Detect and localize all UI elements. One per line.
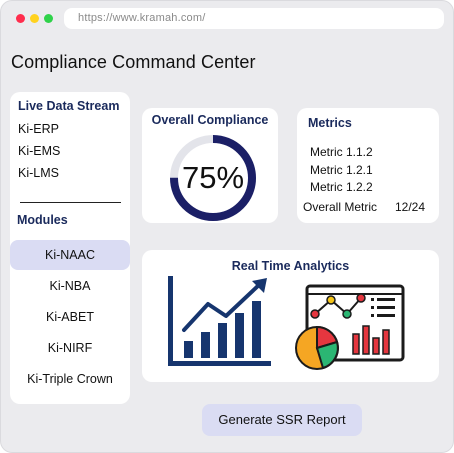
module-item-nirf[interactable]: Ki-NIRF [47,341,93,355]
live-data-stream-heading: Live Data Stream [18,99,120,113]
overall-metric-label: Overall Metric [303,200,378,214]
address-bar[interactable]: https://www.kramah.com/ [64,8,444,29]
compliance-percentage: 75% [181,160,245,195]
metric-item[interactable]: Metric 1.2.2 [310,180,373,194]
gauge-progress-arc [170,135,256,221]
stream-item-ems[interactable]: Ki-EMS [18,144,61,158]
metric-item[interactable]: Metric 1.1.2 [310,145,373,159]
close-window-icon[interactable] [16,14,25,23]
analytics-title: Real Time Analytics [231,259,350,273]
module-item-naac[interactable]: Ki-NAAC [10,240,130,270]
module-item-nba[interactable]: Ki-NBA [49,279,91,293]
title-bar: https://www.kramah.com/ [1,1,453,35]
overall-metric-value: 12/24 [395,200,426,214]
compliance-gauge [170,135,256,221]
module-item-triple-crown[interactable]: Ki-Triple Crown [27,372,113,386]
sidebar-panel: Live Data Stream Ki-ERP Ki-EMS Ki-LMS Mo… [10,92,130,404]
metrics-card: Metrics Metric 1.1.2 Metric 1.2.1 Metric… [297,108,439,223]
dashboard-analytics-icon [295,284,405,370]
module-item-abet[interactable]: Ki-ABET [46,310,94,324]
overall-compliance-title: Overall Compliance [151,113,269,127]
stream-item-erp[interactable]: Ki-ERP [18,122,59,136]
generate-ssr-report-button[interactable]: Generate SSR Report [202,404,362,436]
minimize-window-icon[interactable] [30,14,39,23]
sidebar-divider [20,202,121,203]
page-title: Compliance Command Center [11,52,256,72]
real-time-analytics-card: Real Time Analytics [142,250,439,382]
maximize-window-icon[interactable] [44,14,53,23]
overall-compliance-card: Overall Compliance 75% [142,108,278,223]
stream-item-lms[interactable]: Ki-LMS [18,166,59,180]
modules-heading: Modules [17,213,68,227]
metrics-title: Metrics [308,116,352,130]
metric-item[interactable]: Metric 1.2.1 [310,163,373,177]
growth-bar-chart-icon [168,276,271,366]
